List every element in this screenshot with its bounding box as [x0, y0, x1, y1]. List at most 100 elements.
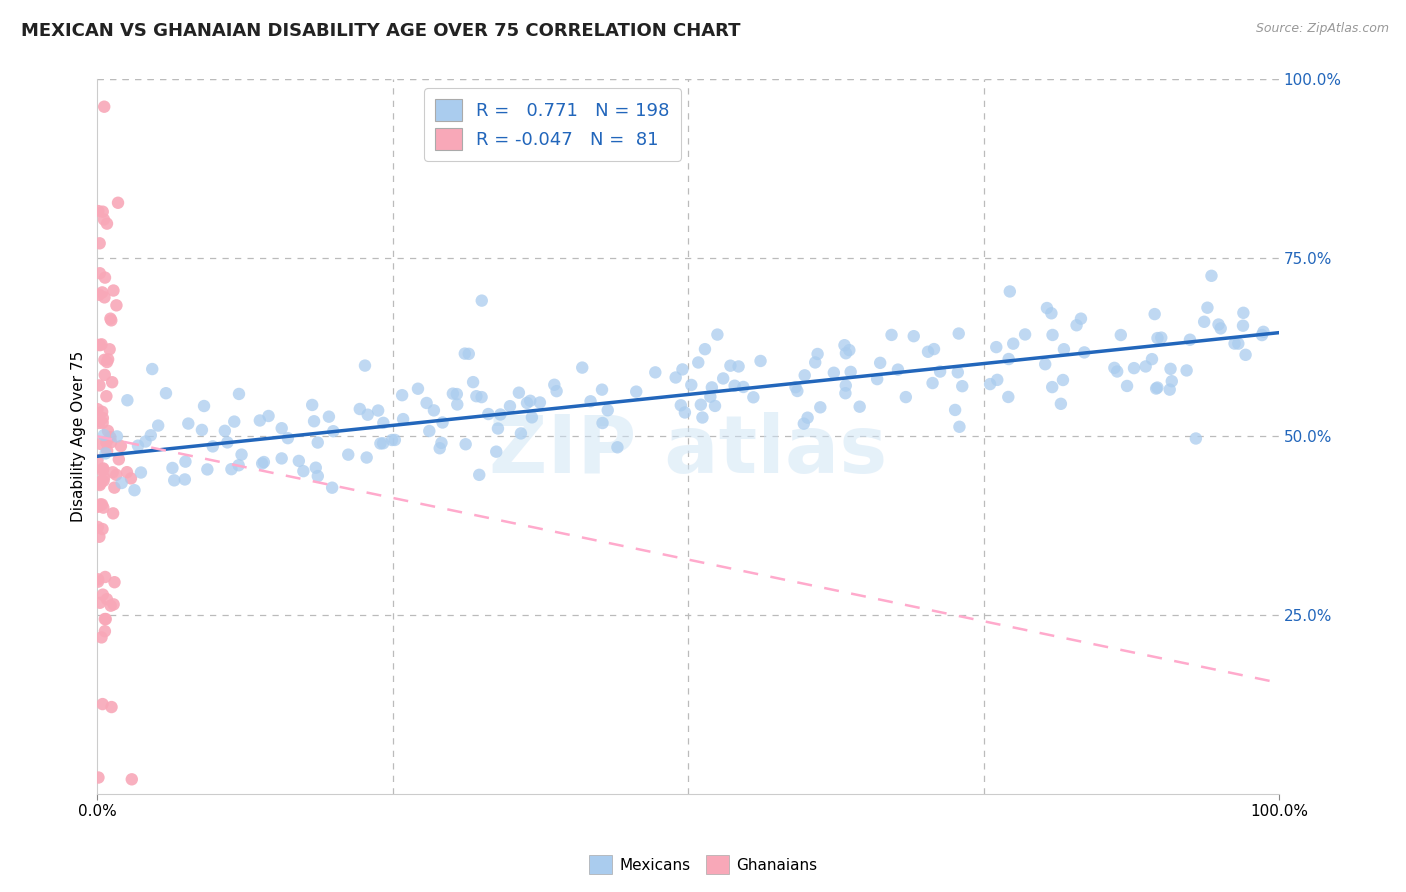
Point [253, 455, 276, 469]
Point [477, 407, 499, 421]
Point [903, 329, 925, 343]
Point [89, 476, 111, 491]
Point [87, 572, 110, 586]
Point [100, 435, 122, 450]
Point [665, 370, 688, 384]
Point [381, 433, 404, 447]
Point [692, 410, 714, 425]
Legend: R =   0.771   N = 198, R = -0.047   N =  81: R = 0.771 N = 198, R = -0.047 N = 81 [425, 88, 681, 161]
Point [485, 444, 508, 458]
Point [839, 365, 862, 379]
Point [1234, 348, 1257, 362]
Point [217, 435, 239, 450]
Point [96, 592, 118, 607]
Point [471, 293, 494, 308]
Point [986, 340, 1008, 354]
Point [1192, 315, 1215, 329]
Point [101, 507, 124, 521]
Point [457, 347, 479, 361]
Point [349, 402, 371, 417]
Point [193, 399, 215, 413]
Point [86, 453, 108, 467]
Point [1052, 373, 1074, 387]
Point [89, 497, 111, 511]
Point [270, 451, 292, 466]
Point [214, 424, 236, 438]
Point [579, 394, 602, 409]
Point [1232, 318, 1254, 333]
Point [89, 530, 111, 544]
Point [998, 285, 1021, 299]
Point [486, 421, 509, 435]
Point [162, 461, 184, 475]
Point [1160, 362, 1182, 376]
Point [948, 419, 970, 434]
Point [277, 431, 299, 445]
Point [793, 368, 815, 383]
Point [432, 416, 454, 430]
Point [441, 386, 464, 401]
Point [97, 424, 120, 438]
Point [471, 390, 494, 404]
Point [224, 415, 246, 429]
Text: ZIP atlas: ZIP atlas [489, 411, 887, 490]
Point [848, 400, 870, 414]
Point [689, 398, 711, 412]
Point [571, 360, 593, 375]
Point [93, 470, 115, 484]
Point [155, 386, 177, 401]
Point [723, 378, 745, 392]
Point [141, 362, 163, 376]
Point [986, 373, 1008, 387]
Point [1107, 364, 1129, 378]
Point [804, 355, 827, 369]
Point [373, 416, 395, 430]
Point [699, 390, 721, 404]
Point [508, 385, 530, 400]
Point [948, 326, 970, 341]
Point [93, 474, 115, 488]
Point [127, 439, 149, 453]
Point [249, 413, 271, 427]
Point [177, 417, 200, 431]
Point [430, 436, 453, 450]
Point [1066, 318, 1088, 333]
Point [1053, 342, 1076, 356]
Point [94, 270, 117, 285]
Point [91, 462, 114, 476]
Point [100, 313, 122, 327]
Point [91, 588, 114, 602]
Point [89, 266, 111, 280]
Text: MEXICAN VS GHANAIAN DISABILITY AGE OVER 75 CORRELATION CHART: MEXICAN VS GHANAIAN DISABILITY AGE OVER … [21, 22, 741, 40]
Point [231, 448, 253, 462]
Point [1185, 432, 1208, 446]
Point [90, 631, 112, 645]
Point [87, 771, 110, 785]
Point [357, 408, 380, 422]
Point [100, 700, 122, 714]
Point [103, 284, 125, 298]
Point [807, 347, 830, 361]
Point [103, 575, 125, 590]
Point [706, 327, 728, 342]
Point [943, 403, 966, 417]
Point [302, 414, 325, 428]
Point [110, 439, 132, 453]
Point [97, 352, 120, 367]
Point [91, 697, 114, 711]
Point [461, 375, 484, 389]
Point [529, 395, 551, 409]
Point [356, 450, 378, 465]
Point [946, 365, 969, 379]
Point [100, 311, 122, 326]
Point [543, 377, 565, 392]
Point [221, 462, 243, 476]
Point [87, 338, 110, 352]
Point [98, 343, 121, 357]
Point [1209, 321, 1232, 335]
Point [1040, 306, 1063, 320]
Point [174, 455, 197, 469]
Point [454, 437, 477, 451]
Point [742, 390, 765, 404]
Point [796, 410, 818, 425]
